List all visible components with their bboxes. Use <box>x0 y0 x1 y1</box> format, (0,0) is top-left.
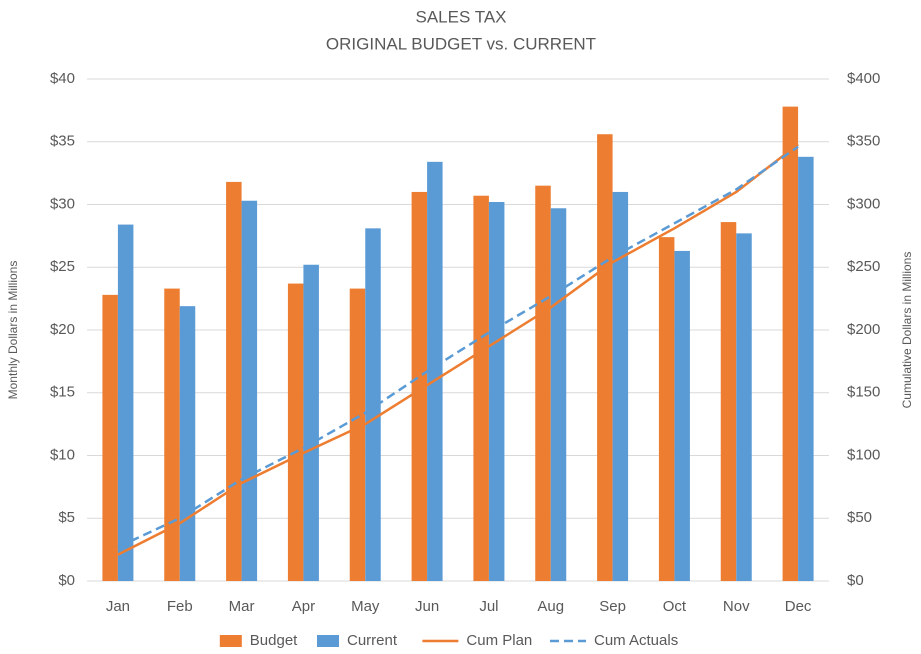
x-tick-label: Jun <box>415 598 439 615</box>
bar <box>658 237 675 581</box>
y2-tick-label: $300 <box>847 195 880 212</box>
bar <box>798 156 814 581</box>
bar <box>117 224 134 581</box>
bar <box>179 306 196 581</box>
bar <box>102 294 118 581</box>
x-tick-label: Mar <box>229 598 255 615</box>
y-tick-label: $0 <box>58 572 75 589</box>
y-tick-label: $5 <box>58 509 75 526</box>
y2-axis-label: Cumulative Dollars in Millions <box>900 252 914 409</box>
chart-subtitle: ORIGINAL BUDGET vs. CURRENT <box>326 34 596 53</box>
y-tick-label: $20 <box>50 321 75 338</box>
x-tick-label: Dec <box>785 598 812 615</box>
y2-tick-label: $350 <box>847 133 880 150</box>
y-tick-label: $25 <box>50 258 75 275</box>
legend-label: Current <box>347 632 398 649</box>
legend-swatch <box>317 635 339 647</box>
bar <box>241 200 258 582</box>
bar <box>411 191 428 581</box>
legend-label: Cum Plan <box>466 632 532 649</box>
bar <box>226 181 242 581</box>
bar <box>287 283 304 581</box>
y2-tick-label: $50 <box>847 509 872 526</box>
x-tick-label: Apr <box>292 598 315 615</box>
y2-tick-label: $0 <box>847 572 864 589</box>
x-tick-label: Aug <box>537 598 564 615</box>
x-tick-label: Jul <box>479 598 498 615</box>
bar <box>612 191 629 581</box>
bar <box>473 195 489 581</box>
x-tick-label: Sep <box>599 598 626 615</box>
line-series <box>117 143 799 556</box>
y-tick-label: $10 <box>50 446 75 463</box>
y-tick-label: $40 <box>50 70 75 87</box>
legend-swatch <box>219 635 242 647</box>
chart-title: SALES TAX <box>415 7 506 26</box>
x-tick-label: May <box>351 598 380 615</box>
x-tick-label: Jan <box>106 598 130 615</box>
legend-label: Budget <box>250 632 298 649</box>
bar <box>720 222 737 581</box>
bar <box>597 134 613 581</box>
bar <box>164 288 180 581</box>
bar <box>535 185 551 582</box>
y2-tick-label: $250 <box>847 258 880 275</box>
bar <box>782 106 799 582</box>
y2-tick-label: $150 <box>847 384 880 401</box>
bar <box>303 264 319 581</box>
y2-tick-label: $400 <box>847 70 880 87</box>
x-tick-label: Oct <box>663 598 687 615</box>
x-tick-label: Feb <box>167 598 193 615</box>
line-series <box>117 145 799 549</box>
legend-label: Cum Actuals <box>594 632 678 649</box>
x-tick-label: Nov <box>723 598 750 615</box>
y-axis-label: Monthly Dollars in Millions <box>6 261 20 400</box>
y-tick-label: $30 <box>50 195 75 212</box>
bar <box>488 201 505 582</box>
bar <box>550 208 567 581</box>
bar <box>674 250 690 581</box>
y-tick-label: $35 <box>50 133 75 150</box>
bar <box>427 161 443 581</box>
bar <box>736 233 752 582</box>
bar <box>349 288 366 581</box>
y-tick-label: $15 <box>50 384 75 401</box>
y2-tick-label: $100 <box>847 446 880 463</box>
y2-tick-label: $200 <box>847 321 880 338</box>
bar <box>365 228 381 581</box>
